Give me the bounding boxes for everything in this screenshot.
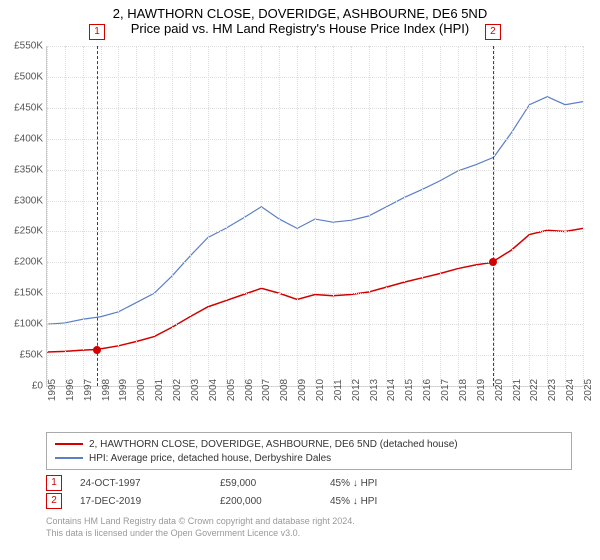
y-axis-label: £100K [1,319,43,330]
legend-swatch-series1 [55,443,83,445]
x-axis-label: 2009 [297,379,308,401]
x-axis-label: 2017 [440,379,451,401]
y-axis-label: £150K [1,288,43,299]
x-axis-label: 1995 [47,379,58,401]
x-axis-label: 2010 [315,379,326,401]
y-axis-label: £400K [1,133,43,144]
y-axis-label: £50K [1,350,43,361]
event-marker-badge: 2 [485,24,501,40]
y-axis-label: £0 [1,381,43,392]
chart-container: 2, HAWTHORN CLOSE, DOVERIDGE, ASHBOURNE,… [0,0,600,560]
chart-area: £0£50K£100K£150K£200K£250K£300K£350K£400… [46,46,582,406]
y-axis-label: £450K [1,102,43,113]
events-row-1: 1 24-OCT-1997 £59,000 45% ↓ HPI [46,474,554,492]
event-price-1: £59,000 [220,478,330,489]
event-badge-2: 2 [46,493,62,509]
x-axis-label: 2002 [172,379,183,401]
events-table: 1 24-OCT-1997 £59,000 45% ↓ HPI 2 17-DEC… [46,474,554,510]
x-axis-label: 2016 [422,379,433,401]
legend-label-series2: HPI: Average price, detached house, Derb… [89,453,331,464]
title-line1: 2, HAWTHORN CLOSE, DOVERIDGE, ASHBOURNE,… [0,6,600,21]
event-marker-badge: 1 [89,24,105,40]
event-date-1: 24-OCT-1997 [80,478,220,489]
legend-row-series2: HPI: Average price, detached house, Derb… [55,451,563,465]
legend: 2, HAWTHORN CLOSE, DOVERIDGE, ASHBOURNE,… [46,432,572,470]
x-axis-label: 2005 [226,379,237,401]
x-axis-label: 2006 [244,379,255,401]
x-axis-label: 2022 [529,379,540,401]
x-axis-label: 2025 [583,379,594,401]
plot: £0£50K£100K£150K£200K£250K£300K£350K£400… [46,46,583,387]
y-axis-label: £350K [1,164,43,175]
y-axis-label: £300K [1,195,43,206]
attribution: Contains HM Land Registry data © Crown c… [46,516,554,539]
x-axis-label: 1998 [101,379,112,401]
x-axis-label: 2019 [476,379,487,401]
event-badge-1: 1 [46,475,62,491]
events-row-2: 2 17-DEC-2019 £200,000 45% ↓ HPI [46,492,554,510]
event-delta-2: 45% ↓ HPI [330,496,440,507]
event-date-2: 17-DEC-2019 [80,496,220,507]
x-axis-label: 2008 [279,379,290,401]
x-axis-label: 1997 [83,379,94,401]
x-axis-label: 2014 [386,379,397,401]
x-axis-label: 2001 [154,379,165,401]
x-axis-label: 2023 [547,379,558,401]
x-axis-label: 2004 [208,379,219,401]
legend-swatch-series2 [55,457,83,459]
x-axis-label: 2003 [190,379,201,401]
x-axis-label: 1999 [118,379,129,401]
x-axis-label: 2011 [333,379,344,401]
x-axis-label: 2000 [136,379,147,401]
legend-row-series1: 2, HAWTHORN CLOSE, DOVERIDGE, ASHBOURNE,… [55,437,563,451]
event-delta-1: 45% ↓ HPI [330,478,440,489]
x-axis-label: 2020 [494,379,505,401]
y-axis-label: £550K [1,41,43,52]
y-axis-label: £500K [1,71,43,82]
attribution-line1: Contains HM Land Registry data © Crown c… [46,516,554,528]
y-axis-label: £200K [1,257,43,268]
y-axis-label: £250K [1,226,43,237]
x-axis-label: 2015 [404,379,415,401]
x-axis-label: 2012 [351,379,362,401]
x-axis-label: 2018 [458,379,469,401]
event-price-2: £200,000 [220,496,330,507]
x-axis-label: 2024 [565,379,576,401]
legend-label-series1: 2, HAWTHORN CLOSE, DOVERIDGE, ASHBOURNE,… [89,439,458,450]
x-axis-label: 2007 [261,379,272,401]
x-axis-label: 2021 [512,379,523,401]
x-axis-label: 2013 [369,379,380,401]
attribution-line2: This data is licensed under the Open Gov… [46,528,554,540]
x-axis-label: 1996 [65,379,76,401]
